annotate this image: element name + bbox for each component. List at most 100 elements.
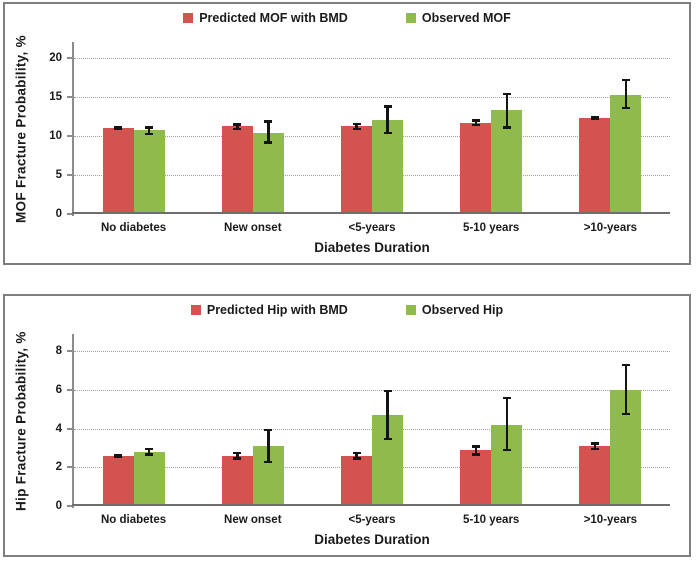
error-bar-line [474, 119, 477, 127]
error-bar-cap-bottom [114, 455, 123, 458]
legend-swatch-icon [405, 305, 416, 315]
y-tick-label: 6 [55, 384, 62, 397]
error-bar-cap-bottom [621, 412, 630, 416]
predicted-bar [102, 455, 134, 506]
legend-swatch-icon [183, 13, 194, 23]
error-bar-cap-bottom [352, 127, 361, 131]
error-bar-cap-top [383, 105, 392, 108]
error-bar [502, 92, 511, 129]
error-bar-line [593, 442, 597, 450]
predicted-bar [460, 449, 492, 506]
mof-x-axis-title: Diabetes Duration [314, 240, 430, 255]
y-tick-label: 5 [55, 168, 62, 181]
y-tick-label: 8 [55, 345, 62, 358]
error-bar [471, 445, 480, 456]
hip-legend: Predicted Hip with BMD Observed Hip [5, 303, 689, 317]
error-bar-line [147, 448, 151, 456]
error-bar [264, 428, 273, 464]
category-label: <5-years [348, 222, 396, 234]
error-bar-cap-bottom [621, 106, 630, 110]
predicted-bar [579, 446, 611, 506]
error-bar-line [386, 105, 389, 135]
error-bar-cap-bottom [471, 124, 480, 127]
y-tick-label: 0 [55, 208, 62, 220]
category-label: 5-10 years [463, 514, 520, 526]
error-bar-cap-top [590, 115, 599, 118]
predicted-bar [221, 126, 253, 214]
y-tick-mark [67, 505, 74, 507]
predicted-bar [341, 455, 372, 506]
error-bar [233, 123, 242, 131]
y-tick-mark [67, 389, 74, 392]
mof-plot-area: 0 5 10 15 20 No diabetes New onset <5-years 5-10… [49, 42, 670, 234]
error-bar-cap-top [590, 442, 599, 445]
category-label: No diabetes [101, 514, 167, 526]
legend-label: Predicted Hip with BMD [206, 303, 348, 317]
observed-bar [372, 120, 403, 214]
legend-swatch-icon [190, 305, 201, 315]
error-bar-line [505, 92, 508, 129]
error-bar [502, 396, 511, 451]
error-bar [114, 453, 123, 458]
observed-bar [133, 130, 165, 214]
mof-chart-panel: Predicted MOF with BMD Observed MOF MOF F… [3, 2, 691, 265]
error-bar [145, 126, 154, 136]
gridline [74, 96, 670, 98]
predicted-bar [102, 128, 134, 214]
predicted-bar [579, 117, 611, 214]
predicted-bar [341, 126, 372, 214]
error-bar [145, 448, 154, 456]
error-bar-line [236, 123, 239, 131]
error-bar-cap-top [621, 364, 630, 367]
legend-item: Predicted Hip with BMD [190, 303, 348, 317]
error-bar-cap-bottom [233, 127, 242, 131]
error-bar-cap-bottom [383, 131, 392, 135]
error-bar-cap-bottom [114, 127, 123, 130]
y-tick-mark [67, 56, 74, 59]
error-bar-cap-top [383, 390, 392, 393]
error-bar-cap-top [114, 453, 123, 457]
hip-chart-panel: Predicted Hip with BMD Observed Hip Hip F… [3, 294, 691, 557]
observed-bar [610, 95, 642, 214]
error-bar-cap-top [233, 451, 242, 455]
gridline [74, 390, 670, 392]
y-tick-label: 20 [49, 51, 62, 64]
legend-item: Predicted MOF with BMD [183, 11, 348, 25]
error-bar-cap-bottom [145, 453, 154, 456]
x-axis-line [72, 504, 670, 506]
hip-plot-area: 0 2 4 6 8 No diabetes New onset <5-years 5-10 ye… [56, 334, 670, 526]
error-bar-line [236, 451, 239, 460]
y-axis-line [72, 42, 74, 216]
y-axis-line [72, 334, 74, 508]
y-tick-label: 0 [55, 500, 62, 512]
y-tick-label: 4 [55, 422, 62, 435]
error-bar-cap-bottom [264, 461, 273, 464]
error-bar-cap-bottom [502, 448, 511, 451]
category-label: No diabetes [101, 222, 167, 234]
observed-bar [133, 451, 165, 506]
error-bar-cap-bottom [383, 437, 392, 441]
error-bar-line [505, 396, 508, 451]
error-bar-line [267, 428, 270, 464]
error-bar [383, 390, 392, 441]
category-label: >10-years [583, 514, 638, 526]
legend-label: Observed Hip [421, 303, 504, 317]
legend-label: Observed MOF [421, 11, 511, 25]
y-tick-label: 15 [49, 90, 62, 103]
error-bar-cap-top [502, 396, 511, 400]
legend-label: Predicted MOF with BMD [199, 11, 348, 25]
y-tick-mark [67, 427, 74, 430]
error-bar-cap-bottom [590, 447, 599, 450]
error-bar [114, 126, 123, 130]
category-label: <5-years [348, 514, 396, 526]
category-label: New onset [224, 514, 282, 526]
error-bar-line [267, 120, 270, 144]
error-bar-cap-top [233, 123, 242, 126]
error-bar [352, 451, 361, 460]
error-bar-cap-bottom [264, 141, 273, 144]
error-bar-cap-top [352, 122, 361, 125]
error-bar-line [624, 364, 628, 416]
error-bar [471, 119, 480, 127]
error-bar-cap-top [145, 448, 154, 451]
y-tick-mark [67, 350, 74, 353]
